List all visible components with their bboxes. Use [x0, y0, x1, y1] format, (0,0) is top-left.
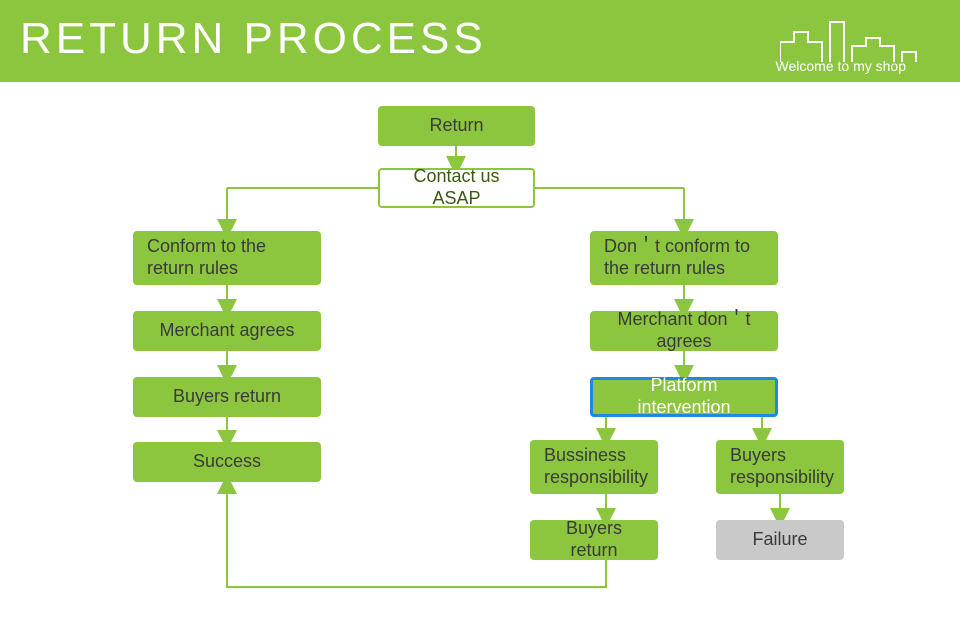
node-buyersreturn1-label: Buyers return	[173, 386, 281, 408]
node-merchantagrees-label: Merchant agrees	[159, 320, 294, 342]
node-buyersreturn1: Buyers return	[133, 377, 321, 417]
node-platform: Platform intervention	[590, 377, 778, 417]
flowchart-canvas: Return Contact us ASAP Conform to the retu…	[0, 82, 960, 636]
node-platform-label: Platform intervention	[603, 375, 765, 418]
header-title: RETURN PROCESS	[20, 14, 487, 64]
node-buyerresp-label: Buyers responsibility	[730, 445, 834, 488]
node-merchantdisagree-label: Merchant don＇t agrees	[600, 309, 768, 352]
node-success-label: Success	[193, 451, 261, 473]
node-buyersreturn2: Buyers return	[530, 520, 658, 560]
node-return-label: Return	[429, 115, 483, 137]
skyline-icon	[780, 12, 930, 62]
node-buyersreturn2-label: Buyers return	[540, 518, 648, 561]
node-buyerresp: Buyers responsibility	[716, 440, 844, 494]
node-success: Success	[133, 442, 321, 482]
node-return: Return	[378, 106, 535, 146]
node-contact-label: Contact us ASAP	[390, 166, 523, 209]
header-banner: RETURN PROCESS Welcome to my shop	[0, 0, 960, 82]
node-conform: Conform to the return rules	[133, 231, 321, 285]
node-failure: Failure	[716, 520, 844, 560]
node-contact: Contact us ASAP	[378, 168, 535, 208]
node-bizresp: Bussiness responsibility	[530, 440, 658, 494]
node-dontconform-label: Don＇t conform to the return rules	[604, 236, 764, 279]
node-conform-label: Conform to the return rules	[147, 236, 307, 279]
node-merchantdisagree: Merchant don＇t agrees	[590, 311, 778, 351]
node-bizresp-label: Bussiness responsibility	[544, 445, 648, 488]
node-merchantagrees: Merchant agrees	[133, 311, 321, 351]
node-dontconform: Don＇t conform to the return rules	[590, 231, 778, 285]
node-failure-label: Failure	[752, 529, 807, 551]
header-subtitle: Welcome to my shop	[776, 58, 906, 74]
